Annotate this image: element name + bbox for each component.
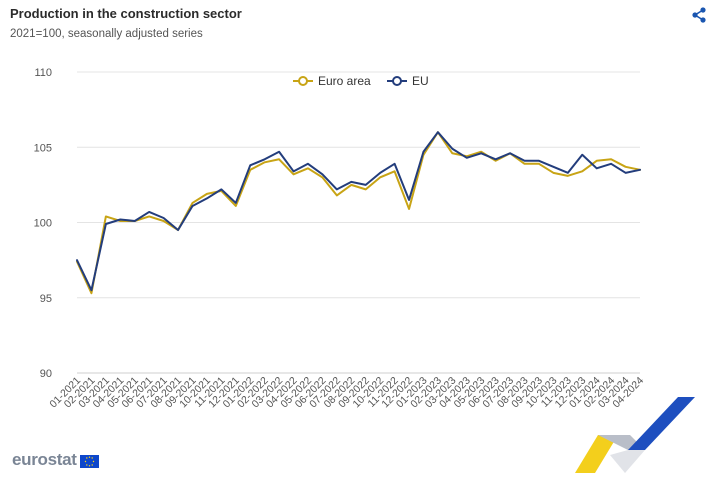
legend-item-euro-area[interactable]: Euro area [293,74,371,88]
series-line-euro-area[interactable] [76,131,641,295]
y-tick-label: 95 [40,293,52,305]
y-tick-label: 110 [34,67,52,79]
decorative-chevron [575,397,695,473]
legend-item-eu[interactable]: EU [387,74,429,88]
legend-label: EU [412,74,429,88]
share-icon[interactable] [690,6,708,24]
chart-subtitle: 2021=100, seasonally adjusted series [10,28,203,40]
y-tick-label: 105 [34,142,52,154]
legend-label: Euro area [318,74,371,88]
y-tick-label: 100 [34,218,52,230]
eu-flag-icon [79,454,99,468]
logo-text: eurostat [12,450,77,469]
eurostat-logo: eurostat [12,450,99,470]
series-line-eu[interactable] [76,131,641,292]
y-tick-label: 90 [40,368,52,380]
chart-title: Production in the construction sector [10,6,242,21]
